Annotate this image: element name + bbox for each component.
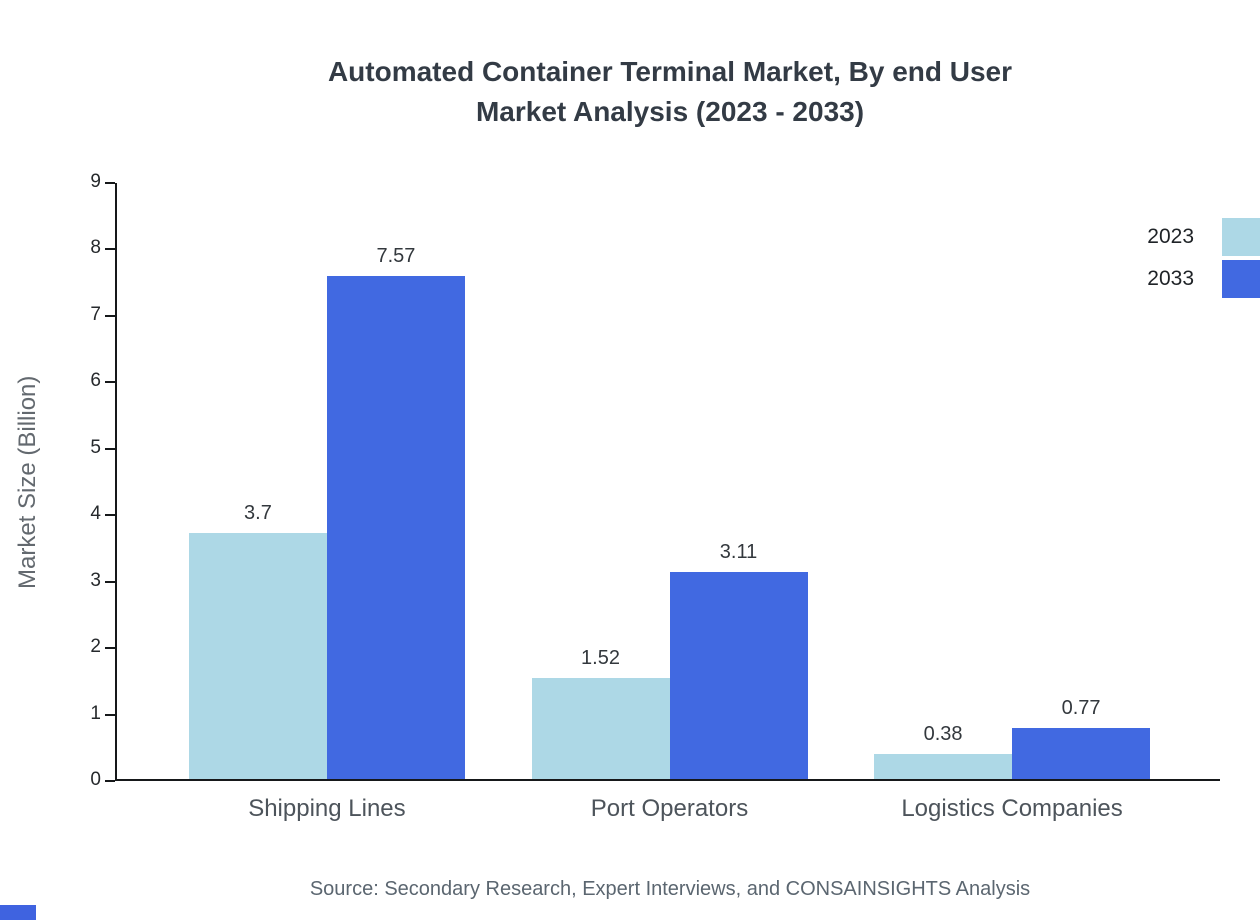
y-tick-mark (105, 647, 115, 650)
legend-swatch-2033 (1222, 260, 1260, 298)
y-tick-mark (105, 248, 115, 251)
y-tick-label: 8 (90, 237, 101, 259)
y-tick-mark (105, 514, 115, 517)
y-tick-mark (105, 314, 115, 317)
bar-2033-logistics-companies (1012, 727, 1151, 779)
bar-value-label: 7.57 (376, 245, 416, 268)
y-tick-mark (105, 780, 115, 782)
bar-value-label: 0.38 (923, 722, 963, 745)
legend-row-2033: 2033 (1147, 260, 1260, 298)
legend: 2023 2033 (1147, 218, 1260, 302)
y-tick-mark (105, 713, 115, 716)
y-tick-label: 2 (90, 636, 101, 658)
bar-2033-shipping-lines (326, 276, 465, 779)
y-tick-label: 6 (90, 370, 101, 392)
y-tick-mark (105, 381, 115, 384)
y-tick-mark (105, 182, 115, 184)
y-tick-label: 5 (90, 436, 101, 458)
corner-accent (0, 905, 36, 920)
plot-area: 0 1 2 3 4 5 6 7 8 9 3.7 7.57 Shipping Lines 1.52 3.11 P… (90, 171, 1220, 822)
bar-2023-logistics-companies (874, 753, 1013, 779)
bar-value-label: 1.52 (581, 647, 620, 670)
bar-2033-port-operators (669, 572, 808, 779)
source-note: Source: Secondary Research, Expert Inter… (309, 878, 1031, 900)
x-category-label: Logistics Companies (901, 795, 1123, 822)
y-tick-label: 3 (90, 569, 101, 591)
chart-title-line2: Market Analysis (2023 - 2033) (475, 96, 865, 127)
bar-value-label: 0.77 (1061, 696, 1101, 719)
x-category-label: Shipping Lines (248, 795, 406, 822)
y-tick-label: 9 (90, 171, 101, 192)
legend-row-2023: 2023 (1147, 218, 1260, 256)
x-category-label: Port Operators (590, 795, 749, 822)
bar-2023-shipping-lines (188, 533, 327, 779)
y-tick-mark (105, 447, 115, 450)
bar-2023-port-operators (531, 678, 670, 779)
legend-label: 2023 (1147, 225, 1194, 248)
y-axis-label: Market Size (Billion) (14, 375, 41, 589)
chart-title: Automated Container Terminal Market, By … (80, 52, 1260, 132)
bar-value-label: 3.7 (244, 502, 272, 525)
y-tick-label: 0 (90, 769, 101, 790)
chart-title-line1: Automated Container Terminal Market, By … (327, 56, 1013, 87)
legend-swatch-2023 (1222, 218, 1260, 256)
y-tick-label: 1 (90, 702, 101, 724)
y-tick-label: 7 (90, 303, 101, 325)
y-tick-label: 4 (90, 503, 101, 525)
bar-value-label: 3.11 (719, 541, 758, 564)
legend-label: 2033 (1147, 267, 1194, 290)
y-tick-mark (105, 580, 115, 583)
